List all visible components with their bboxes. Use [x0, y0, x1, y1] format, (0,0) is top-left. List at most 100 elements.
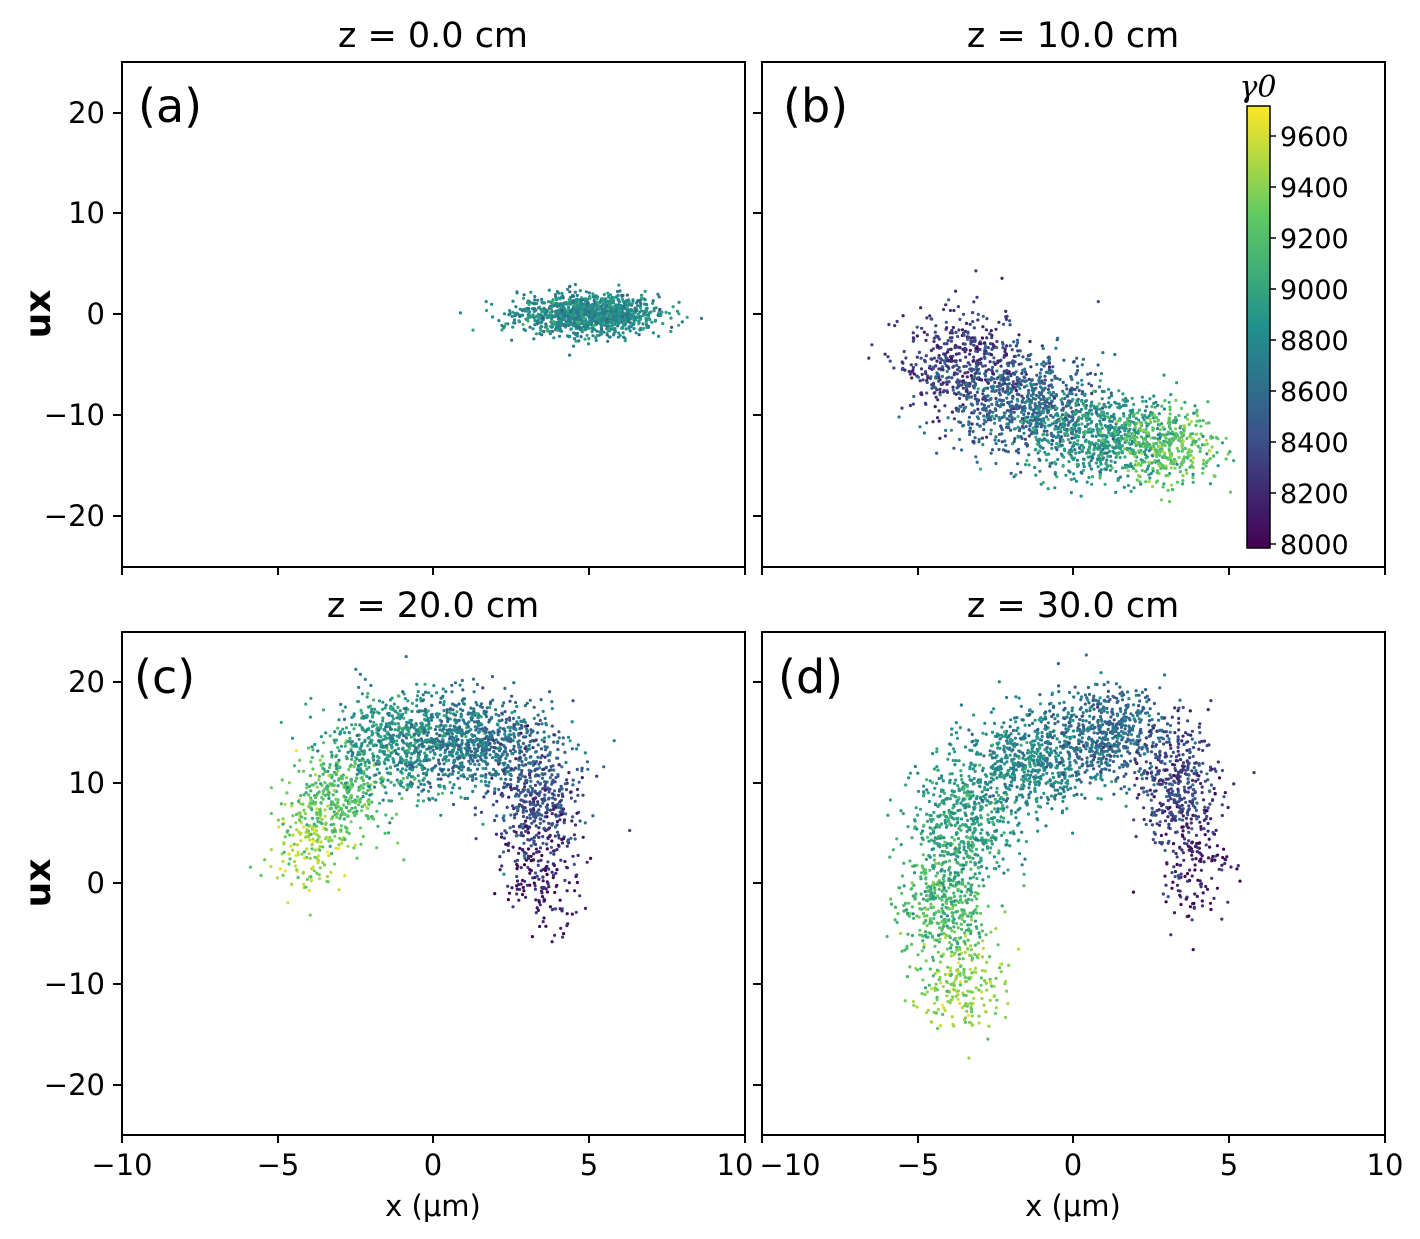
scatter-point	[923, 360, 928, 364]
scatter-point	[1114, 469, 1118, 474]
scatter-point	[543, 325, 547, 329]
scatter-point	[1080, 363, 1084, 367]
scatter-point	[554, 309, 558, 313]
scatter-point	[1160, 433, 1164, 437]
scatter-point	[379, 742, 383, 746]
scatter-point	[388, 706, 392, 711]
scatter-point	[366, 788, 370, 793]
scatter-point	[1060, 443, 1064, 447]
scatter-point	[983, 364, 987, 368]
scatter-point	[442, 784, 446, 788]
scatter-point	[405, 776, 409, 780]
scatter-point	[1009, 428, 1013, 432]
scatter-point	[1170, 488, 1175, 492]
scatter-point	[915, 325, 919, 329]
scatter-point	[384, 813, 388, 817]
scatter-point	[990, 347, 994, 351]
scatter-point	[618, 308, 622, 312]
scatter-point	[1140, 460, 1144, 465]
scatter-point	[956, 334, 960, 339]
scatter-point	[370, 707, 374, 711]
scatter-point	[609, 327, 613, 331]
scatter-point	[387, 749, 391, 753]
scatter-point	[421, 693, 425, 697]
scatter-point	[1183, 400, 1187, 404]
scatter-point	[332, 789, 336, 793]
scatter-point	[314, 800, 318, 805]
scatter-point	[1087, 382, 1091, 386]
scatter-point	[301, 871, 305, 875]
scatter-point	[989, 418, 993, 422]
scatter-point	[328, 765, 332, 770]
scatter-point	[551, 323, 555, 327]
scatter-point	[1034, 473, 1038, 477]
scatter-point	[620, 297, 625, 301]
scatter-point	[421, 799, 426, 803]
scatter-point	[892, 366, 896, 370]
scatter-point	[330, 800, 334, 804]
panel-a-ytick: −10	[44, 398, 105, 432]
scatter-point	[993, 438, 997, 442]
scatter-point	[972, 326, 976, 330]
scatter-point	[994, 461, 998, 466]
scatter-point	[434, 724, 439, 729]
scatter-point	[1053, 460, 1057, 464]
scatter-point	[401, 746, 405, 750]
scatter-point	[337, 718, 341, 722]
scatter-point	[540, 297, 544, 301]
scatter-point	[1014, 344, 1019, 348]
scatter-point	[943, 352, 947, 356]
scatter-point	[1067, 460, 1071, 464]
scatter-point	[1059, 430, 1063, 434]
scatter-point	[944, 428, 948, 432]
scatter-point	[1022, 385, 1026, 389]
scatter-point	[573, 331, 577, 336]
scatter-point	[1096, 363, 1100, 367]
scatter-point	[1186, 413, 1190, 417]
scatter-point	[394, 812, 399, 816]
scatter-point	[983, 346, 987, 350]
scatter-point	[1089, 467, 1093, 471]
scatter-point	[415, 704, 419, 708]
scatter-point	[1148, 417, 1152, 421]
scatter-point	[372, 698, 376, 702]
scatter-point	[975, 415, 980, 419]
scatter-point	[1178, 439, 1182, 443]
scatter-point	[1040, 389, 1044, 393]
scatter-point	[922, 431, 927, 435]
scatter-point	[1053, 427, 1057, 431]
scatter-point	[1193, 404, 1197, 408]
scatter-point	[1037, 380, 1041, 384]
scatter-point	[971, 359, 975, 363]
scatter-point	[960, 328, 965, 332]
scatter-point	[961, 386, 966, 390]
scatter-point	[568, 334, 572, 338]
scatter-point	[315, 812, 319, 816]
scatter-point	[607, 295, 611, 299]
scatter-point	[1194, 439, 1198, 444]
scatter-point	[370, 715, 375, 719]
scatter-point	[958, 379, 962, 383]
scatter-point	[1177, 455, 1181, 460]
scatter-point	[1007, 400, 1011, 404]
scatter-point	[315, 807, 319, 811]
scatter-point	[321, 845, 325, 849]
scatter-point	[1022, 431, 1026, 435]
scatter-point	[446, 719, 450, 724]
scatter-point	[576, 326, 581, 330]
scatter-point	[287, 852, 291, 856]
scatter-point	[1023, 437, 1027, 441]
scatter-point	[427, 727, 431, 731]
scatter-point	[367, 761, 371, 765]
scatter-point	[1134, 469, 1138, 473]
scatter-point	[997, 439, 1001, 443]
scatter-point	[966, 331, 970, 335]
scatter-point	[929, 357, 933, 361]
scatter-point	[935, 451, 939, 455]
scatter-point	[1152, 452, 1157, 456]
scatter-point	[1061, 464, 1065, 468]
scatter-point	[1160, 404, 1164, 408]
scatter-point	[617, 283, 621, 287]
scatter-point	[911, 339, 915, 343]
scatter-point	[638, 299, 642, 303]
